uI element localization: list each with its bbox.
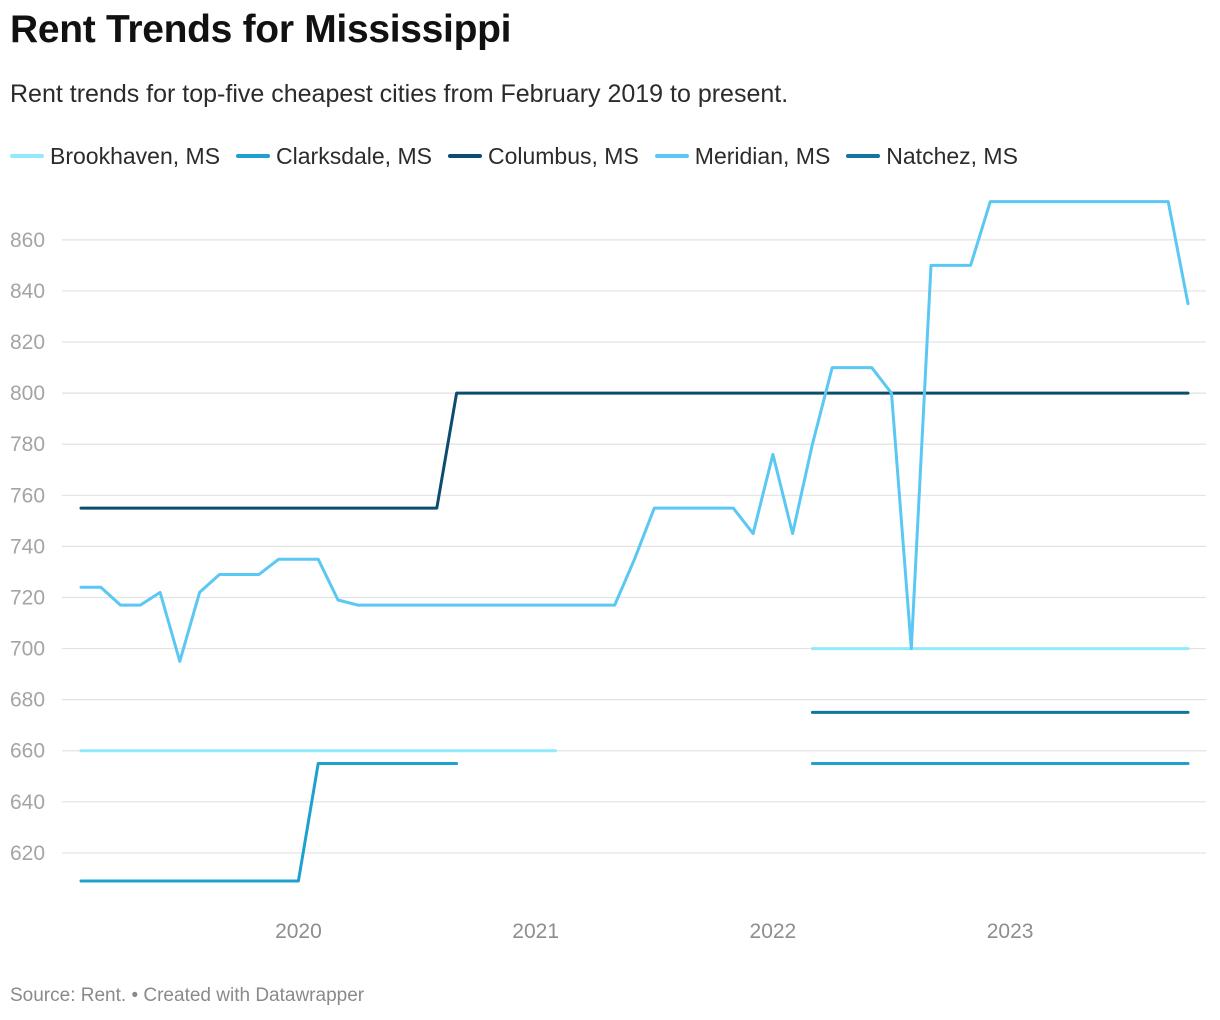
legend-swatch-brookhaven [10,154,44,158]
legend-item-brookhaven: Brookhaven, MS [10,143,220,170]
legend-item-meridian: Meridian, MS [654,142,831,170]
legend-swatch-columbus [447,154,482,158]
legend-item-columbus: Columbus, MS [447,142,639,170]
y-tick-label-660: 660 [10,740,45,763]
x-tick-label-2022: 2022 [750,920,797,943]
y-tick-label-860: 860 [10,229,45,252]
legend-label-columbus: Columbus, MS [487,142,639,169]
y-tick-label-720: 720 [10,586,45,609]
y-tick-label-700: 700 [10,638,45,661]
y-tick-label-800: 800 [10,382,45,405]
y-tick-label-760: 760 [10,484,45,507]
legend-item-natchez: Natchez, MS [846,143,1018,170]
series-clarksdale [79,762,1190,883]
legend-swatch-clarksdale [236,154,271,158]
x-tick-label-2023: 2023 [987,920,1034,943]
series-lines [79,200,1190,883]
series-line-columbus-1 [79,391,1190,510]
chart-legend: Brookhaven, MS Clarksdale, MS Columbus, … [10,140,1034,172]
source-footer: Source: Rent. • Created with Datawrapper [10,985,365,1006]
y-tick-label-780: 780 [10,433,45,456]
legend-label-brookhaven: Brookhaven, MS [50,142,221,169]
chart-title: Rent Trends for Mississippi [10,8,512,51]
legend-label-meridian: Meridian, MS [694,142,831,169]
series-columbus [79,391,1190,510]
x-tick-label-2021: 2021 [512,920,559,943]
legend-swatch-meridian [654,154,689,158]
chart-subtitle: Rent trends for top-five cheapest cities… [10,80,789,108]
y-tick-label-640: 640 [10,791,45,814]
legend-item-clarksdale: Clarksdale, MS [236,143,432,170]
y-tick-label-680: 680 [10,689,45,712]
y-axis-tick-labels: 620 640 660 680 700 720 740 760 780 800 820 840 860 [10,229,45,865]
series-line-clarksdale-1 [79,762,459,883]
series-meridian [79,200,1190,663]
x-tick-label-2020: 2020 [275,920,322,943]
series-brookhaven [79,647,1190,753]
y-tick-label-620: 620 [10,842,45,865]
legend-label-clarksdale: Clarksdale, MS [276,142,432,169]
series-line-meridian-1 [79,200,1190,663]
legend-swatch-natchez [846,154,881,158]
y-tick-label-840: 840 [10,280,45,303]
grid-lines [62,239,1206,854]
legend-label-natchez: Natchez, MS [886,142,1018,169]
x-axis-tick-labels: 2020 2021 2022 2023 [275,920,1033,943]
y-tick-label-820: 820 [10,331,45,354]
y-tick-label-740: 740 [10,535,45,558]
